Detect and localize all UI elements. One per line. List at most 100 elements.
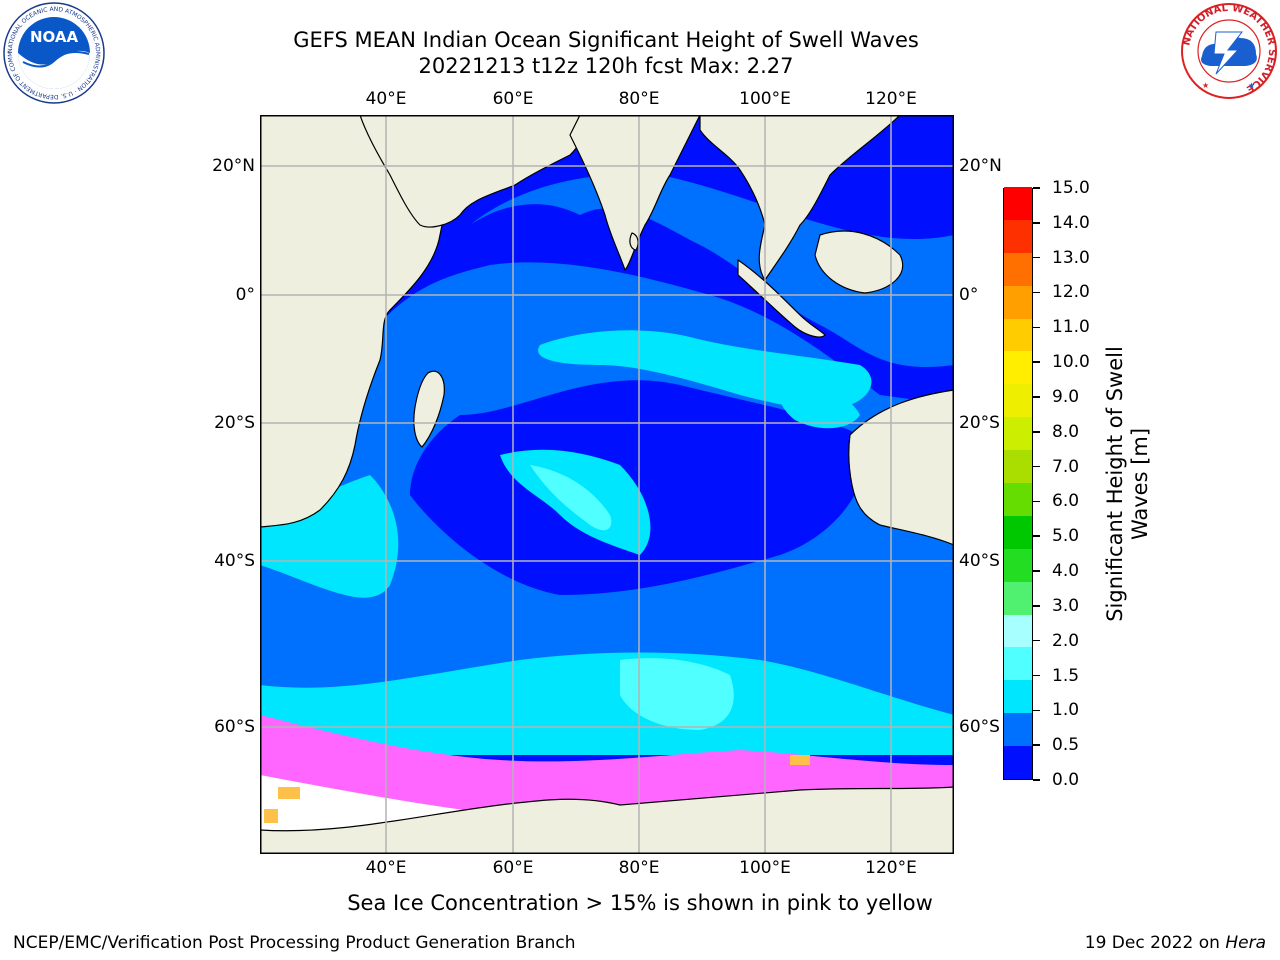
map-frame-border [260,115,954,854]
lon-tick-top-60e: 60°E [492,89,534,109]
colorbar-segment [1004,219,1032,253]
svg-text:★: ★ [1248,81,1255,90]
sea-ice-footnote: Sea Ice Concentration > 15% is shown in … [347,891,933,915]
lon-tick-top-120e: 120°E [865,89,917,109]
colorbar-tick-mark [1033,674,1040,677]
madagascar-landmass [413,370,445,448]
colorbar-segment [1004,449,1032,483]
sea-ice-orange-patch [790,755,810,765]
antarctica-landmass [260,786,954,854]
colorbar-tick-mark [1033,361,1040,363]
colorbar-tick-label: 15.0 [1052,178,1090,198]
colorbar-tick-mark [1033,222,1040,224]
colorbar-title-line2: Waves [m] [1128,427,1152,541]
sea-ice-orange-patch [264,809,278,823]
noaa-text: NOAA [30,28,79,46]
colorbar-tick-mark [1033,396,1040,398]
lon-tick-bottom-60e: 60°E [492,858,534,878]
colorbar-tick-mark [1033,431,1040,433]
lat-tick-right-20s: 20°S [959,413,1000,433]
swell-band-central-light [530,465,612,531]
sri-lanka-landmass [629,232,639,251]
svg-text:★: ★ [1202,81,1209,90]
lat-tick-left-60s: 60°S [214,717,255,737]
colorbar-segment [1004,581,1032,615]
lon-tick-bottom-120e: 120°E [865,858,917,878]
colorbar-segment [1004,614,1032,648]
colorbar-tick-label: 8.0 [1052,421,1080,442]
colorbar-tick-mark [1033,744,1040,746]
colorbar-tick-label: 4.0 [1052,561,1080,582]
colorbar-tick-mark [1033,605,1040,607]
lat-tick-left-20n: 20°N [212,156,255,176]
swell-height-map [260,115,954,854]
credit-branch: NCEP/EMC/Verification Post Processing Pr… [13,933,576,953]
lon-tick-top-100e: 100°E [739,89,791,109]
lat-tick-left-40s: 40°S [214,551,255,571]
lon-tick-bottom-100e: 100°E [739,858,791,878]
lon-tick-top-80e: 80°E [618,89,660,109]
credit-host: Hera [1225,933,1266,953]
colorbar-tick-mark [1033,187,1040,189]
colorbar-tick-mark [1033,326,1040,329]
colorbar-segment [1004,350,1032,385]
nws-logo: NATIONAL WEATHER SERVICE ★ ★ [1180,2,1278,100]
lon-tick-bottom-40e: 40°E [365,858,407,878]
colorbar-tick-label: 3.0 [1052,595,1080,616]
colorbar-tick-label: 9.0 [1052,386,1080,407]
colorbar-tick-mark [1033,291,1040,294]
colorbar-segment [1004,285,1032,319]
colorbar-segment [1004,515,1032,549]
colorbar-tick-mark [1033,709,1040,712]
colorbar-tick-label: 1.5 [1052,665,1080,686]
colorbar-tick-label: 5.0 [1052,526,1080,547]
lon-tick-top-40e: 40°E [365,89,407,109]
lat-tick-left-0: 0° [235,285,255,305]
swell-band-southern [260,652,954,755]
colorbar-segment [1004,548,1032,582]
colorbar-segment [1004,745,1032,779]
credit-date: 19 Dec 2022 on Hera [1085,933,1266,953]
colorbar-tick-mark [1033,465,1040,468]
credit-date-text: 19 Dec 2022 on [1084,933,1220,953]
lon-tick-bottom-80e: 80°E [618,858,660,878]
colorbar-title: Significant Height of Swell Waves [m] [1103,346,1153,622]
india-landmass [569,115,701,271]
colorbar-segment [1004,679,1032,714]
colorbar-tick-mark [1033,779,1040,781]
colorbar-tick-label: 13.0 [1052,247,1090,268]
colorbar [1003,186,1033,780]
sumatra-landmass [737,259,826,338]
colorbar-tick-label: 10.0 [1052,352,1090,373]
colorbar-tick-label: 2.0 [1052,630,1080,651]
colorbar-tick-label: 0.5 [1052,735,1080,756]
colorbar-tick-label: 0.0 [1052,770,1080,790]
colorbar-tick-mark [1033,500,1040,503]
lat-tick-right-20n: 20°N [959,156,1002,176]
colorbar-segment [1004,318,1032,352]
swell-band-north [470,174,954,367]
map-subtitle: 20221213 t12z 120h fcst Max: 2.27 [418,54,794,78]
colorbar-segment [1004,482,1032,516]
colorbar-segment [1004,383,1032,418]
noaa-logo: NATIONAL OCEANIC AND ATMOSPHERIC ADMINIS… [1,0,105,104]
colorbar-tick-mark [1033,639,1040,642]
colorbar-tick-label: 1.0 [1052,700,1080,721]
southeast-asia-landmass [699,115,901,281]
colorbar-tick-label: 7.0 [1052,456,1080,477]
colorbar-segment [1004,646,1032,681]
colorbar-tick-mark [1033,256,1040,259]
colorbar-tick-label: 6.0 [1052,491,1080,512]
colorbar-tick-label: 11.0 [1052,317,1090,338]
swell-band-southern-light [620,658,734,730]
swell-band-australia-west [778,384,860,429]
colorbar-segment [1004,186,1032,220]
colorbar-segment [1004,416,1032,451]
sea-ice-orange-patch [278,787,300,799]
lat-tick-right-40s: 40°S [959,551,1000,571]
colorbar-segment [1004,712,1032,747]
colorbar-segment [1004,252,1032,286]
colorbar-tick-mark [1033,570,1040,572]
colorbar-tick-label: 12.0 [1052,282,1090,303]
lat-tick-right-0: 0° [959,285,979,305]
